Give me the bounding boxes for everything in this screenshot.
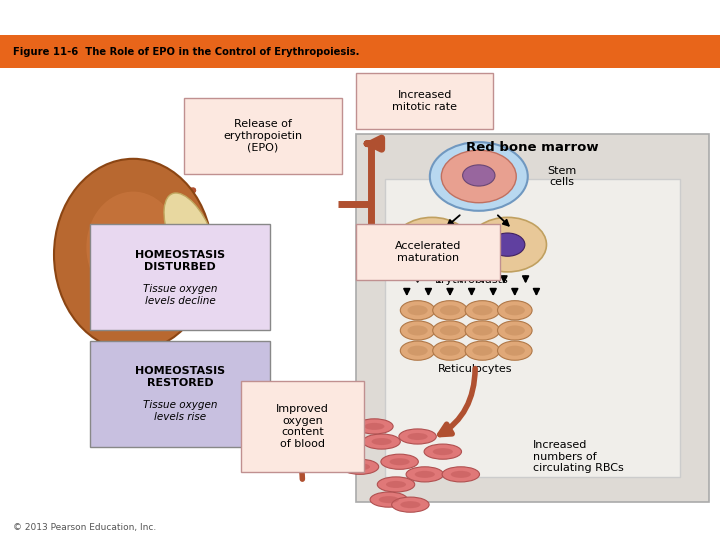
Ellipse shape	[465, 341, 500, 360]
Ellipse shape	[433, 301, 467, 320]
Ellipse shape	[350, 463, 370, 470]
Ellipse shape	[86, 192, 180, 303]
Ellipse shape	[400, 501, 420, 508]
Ellipse shape	[399, 429, 436, 444]
Ellipse shape	[490, 233, 525, 256]
Ellipse shape	[440, 346, 460, 356]
Ellipse shape	[400, 301, 435, 320]
Text: Stem
cells: Stem cells	[547, 166, 577, 187]
Circle shape	[430, 142, 528, 211]
Ellipse shape	[356, 419, 393, 434]
Circle shape	[393, 218, 471, 272]
Ellipse shape	[408, 346, 428, 356]
Ellipse shape	[463, 165, 495, 186]
Ellipse shape	[400, 321, 435, 340]
Ellipse shape	[505, 346, 525, 356]
Ellipse shape	[472, 346, 492, 356]
Text: Erythroblasts: Erythroblasts	[435, 275, 508, 285]
Ellipse shape	[498, 301, 532, 320]
Ellipse shape	[440, 326, 460, 335]
Ellipse shape	[341, 459, 379, 474]
Ellipse shape	[408, 305, 428, 315]
Text: Figure 11-6  The Role of EPO in the Control of Erythropoiesis.: Figure 11-6 The Role of EPO in the Contr…	[13, 47, 359, 57]
Ellipse shape	[505, 305, 525, 315]
Ellipse shape	[472, 326, 492, 335]
Ellipse shape	[392, 497, 429, 512]
Text: DISTURBED: DISTURBED	[144, 262, 216, 272]
FancyBboxPatch shape	[90, 341, 270, 447]
Ellipse shape	[433, 321, 467, 340]
Ellipse shape	[498, 341, 532, 360]
Ellipse shape	[364, 423, 384, 430]
Ellipse shape	[505, 326, 525, 335]
Bar	[0, 35, 720, 68]
Text: HOMEOSTASIS: HOMEOSTASIS	[135, 249, 225, 260]
Ellipse shape	[325, 443, 345, 450]
Ellipse shape	[386, 481, 406, 488]
Ellipse shape	[363, 434, 400, 449]
Ellipse shape	[498, 321, 532, 340]
Ellipse shape	[424, 444, 462, 459]
Ellipse shape	[400, 341, 435, 360]
Ellipse shape	[442, 467, 480, 482]
Ellipse shape	[379, 496, 399, 503]
Ellipse shape	[164, 193, 217, 281]
Ellipse shape	[372, 438, 392, 445]
Ellipse shape	[433, 341, 467, 360]
Text: © 2013 Pearson Education, Inc.: © 2013 Pearson Education, Inc.	[13, 523, 156, 532]
Ellipse shape	[465, 301, 500, 320]
Circle shape	[441, 150, 516, 202]
Ellipse shape	[316, 439, 354, 454]
Ellipse shape	[433, 448, 453, 455]
Text: HOMEOSTASIS: HOMEOSTASIS	[135, 366, 225, 376]
FancyBboxPatch shape	[90, 225, 270, 330]
Ellipse shape	[415, 471, 435, 478]
Ellipse shape	[408, 433, 428, 440]
FancyBboxPatch shape	[356, 225, 500, 280]
Ellipse shape	[465, 321, 500, 340]
Text: RESTORED: RESTORED	[147, 379, 213, 388]
Ellipse shape	[408, 326, 428, 335]
Text: Increased
numbers of
circulating RBCs: Increased numbers of circulating RBCs	[533, 440, 624, 473]
Ellipse shape	[390, 458, 410, 465]
Ellipse shape	[406, 467, 444, 482]
FancyBboxPatch shape	[356, 73, 493, 129]
Ellipse shape	[415, 233, 449, 256]
Text: Accelerated
maturation: Accelerated maturation	[395, 241, 462, 263]
Ellipse shape	[440, 305, 460, 315]
Text: Tissue oxygen
levels decline: Tissue oxygen levels decline	[143, 285, 217, 306]
Text: Increased
mitotic rate: Increased mitotic rate	[392, 90, 457, 112]
Ellipse shape	[451, 471, 471, 478]
FancyBboxPatch shape	[241, 381, 364, 472]
Ellipse shape	[54, 159, 212, 350]
Text: Improved
oxygen
content
of blood: Improved oxygen content of blood	[276, 404, 329, 449]
FancyBboxPatch shape	[385, 179, 680, 477]
Ellipse shape	[377, 477, 415, 492]
Text: Red bone marrow: Red bone marrow	[467, 141, 599, 154]
Text: Tissue oxygen
levels rise: Tissue oxygen levels rise	[143, 401, 217, 422]
Ellipse shape	[370, 492, 408, 507]
Text: Release of
erythropoietin
(EPO): Release of erythropoietin (EPO)	[223, 119, 302, 153]
Circle shape	[469, 218, 546, 272]
Ellipse shape	[472, 305, 492, 315]
FancyBboxPatch shape	[356, 133, 709, 502]
Text: Reticulocytes: Reticulocytes	[438, 364, 513, 374]
Ellipse shape	[381, 454, 418, 469]
FancyBboxPatch shape	[184, 98, 342, 174]
